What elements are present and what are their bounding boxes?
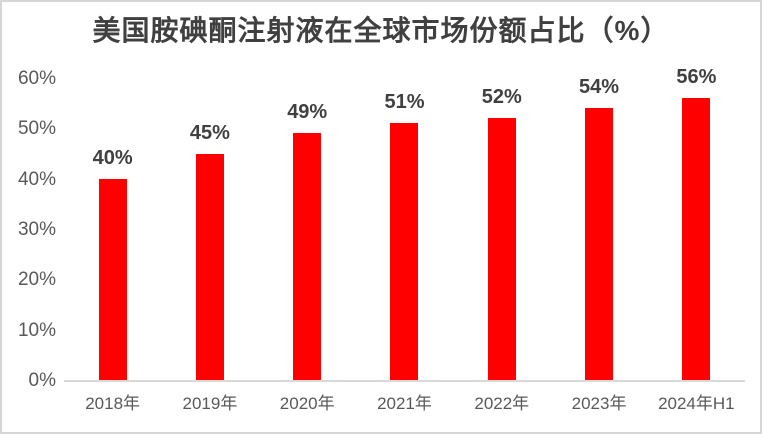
bar	[585, 108, 614, 380]
data-label: 49%	[287, 101, 328, 124]
x-tick-label: 2024年H1	[658, 394, 735, 413]
y-tick-label: 60%	[17, 68, 56, 89]
y-axis: 0% 10% 20% 30% 40% 50% 60%	[2, 2, 56, 432]
bar	[293, 133, 322, 380]
y-tick-label: 50%	[17, 118, 56, 140]
x-tick-label: 2022年	[474, 394, 530, 413]
y-tick-label: 0%	[28, 370, 56, 391]
chart-title: 美国胺碘酮注射液在全球市场份额占比（%）	[92, 15, 670, 46]
x-tick-label: 2019年	[182, 394, 238, 413]
x-tick-label: 2020年	[279, 394, 335, 413]
bar-column: 49%	[259, 78, 356, 380]
x-tick-label: 2018年	[85, 394, 141, 413]
bar-column: 52%	[453, 78, 550, 380]
bar	[390, 123, 419, 380]
data-label: 52%	[481, 86, 522, 109]
bar-column: 40%	[64, 78, 161, 380]
bar	[195, 153, 224, 380]
bar	[487, 118, 516, 380]
data-label: 51%	[384, 91, 425, 114]
y-tick-label: 10%	[17, 319, 56, 341]
bar-column: 56%	[648, 67, 745, 380]
bar	[98, 178, 127, 380]
y-tick-label: 40%	[17, 168, 56, 190]
bar-column: 51%	[356, 78, 453, 380]
data-label: 40%	[92, 146, 133, 169]
bar-column: 45%	[161, 78, 258, 380]
plot-area: 40% 45% 49% 51% 52% 54% 56%	[64, 67, 745, 382]
x-axis: 2018年 2019年 2020年 2021年 2022年 2023年 2024年H1	[64, 392, 745, 416]
x-tick-label: 2023年	[571, 394, 627, 413]
x-tick-label: 2021年	[377, 394, 432, 413]
y-tick-label: 30%	[17, 219, 56, 240]
data-label: 45%	[189, 121, 230, 144]
bar-column: 54%	[550, 76, 647, 380]
data-label: 56%	[676, 66, 717, 89]
data-label: 54%	[579, 76, 620, 99]
bar	[682, 98, 711, 380]
y-tick-label: 20%	[17, 269, 56, 291]
